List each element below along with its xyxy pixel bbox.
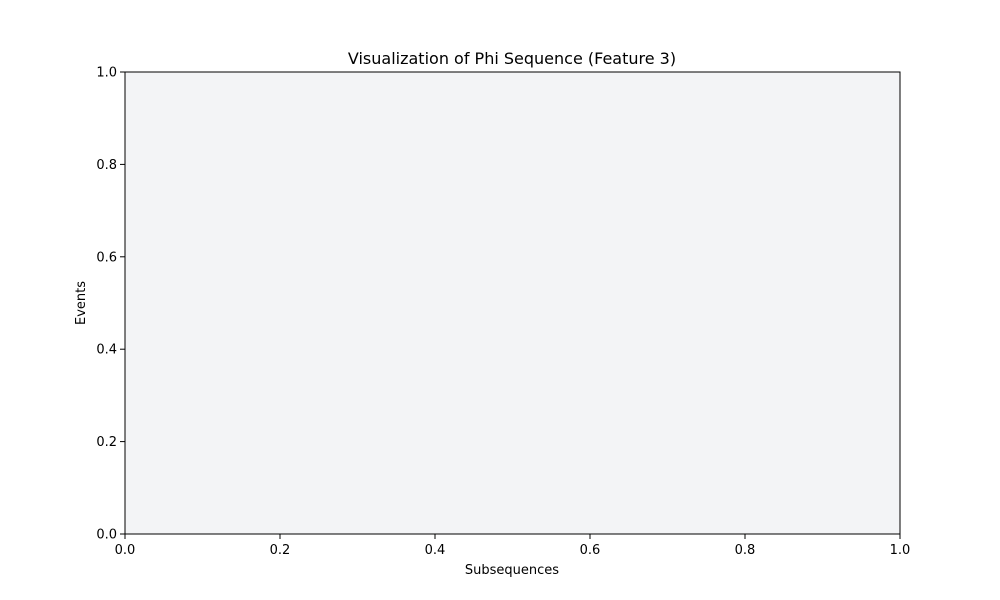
plot-frame bbox=[124, 71, 901, 535]
chart-title: Visualization of Phi Sequence (Feature 3… bbox=[348, 49, 676, 68]
x-tick-label: 0.4 bbox=[425, 543, 446, 558]
y-tick-label: 0.6 bbox=[96, 250, 117, 265]
x-axis: 0.0 0.2 0.4 0.6 0.8 1.0 bbox=[115, 534, 911, 558]
y-tick-label: 0.0 bbox=[96, 528, 117, 543]
y-axis-label: Events bbox=[74, 281, 89, 325]
y-tick-label: 0.2 bbox=[96, 435, 117, 450]
x-tick-label: 0.8 bbox=[735, 543, 756, 558]
y-tick-label: 0.8 bbox=[96, 158, 117, 173]
x-axis-label: Subsequences bbox=[465, 563, 559, 578]
x-tick-label: 0.0 bbox=[115, 543, 136, 558]
y-tick-label: 1.0 bbox=[96, 66, 117, 81]
x-tick-label: 0.2 bbox=[270, 543, 291, 558]
x-tick-label: 1.0 bbox=[890, 543, 911, 558]
x-tick-label: 0.6 bbox=[580, 543, 601, 558]
y-axis: 0.0 0.2 0.4 0.6 0.8 1.0 bbox=[96, 66, 125, 543]
y-tick-label: 0.4 bbox=[96, 343, 117, 358]
plot-area bbox=[125, 72, 900, 534]
